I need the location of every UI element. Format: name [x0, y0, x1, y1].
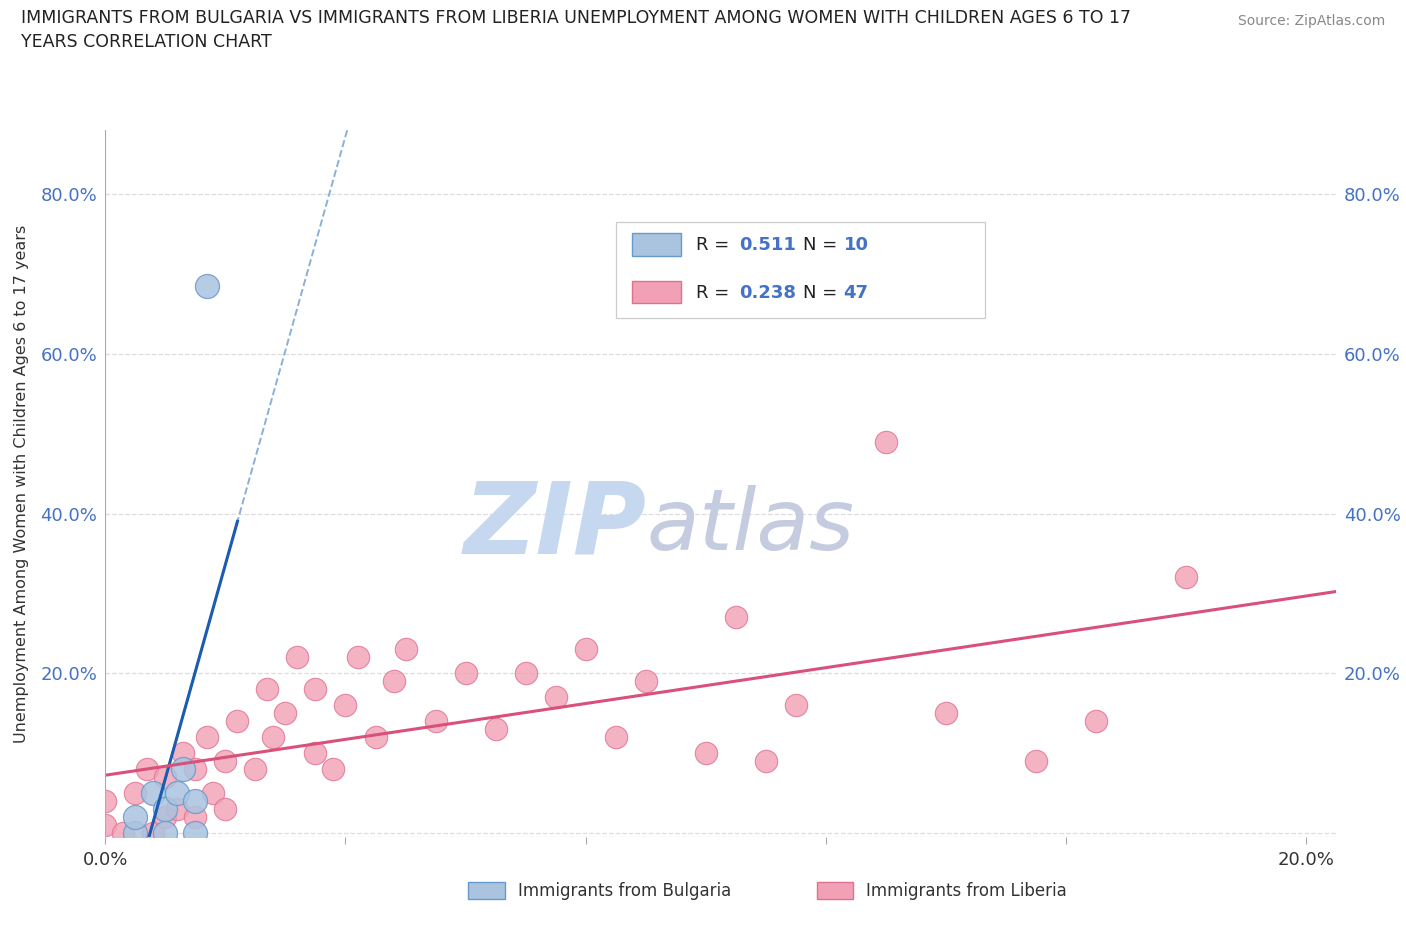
- Text: YEARS CORRELATION CHART: YEARS CORRELATION CHART: [21, 33, 271, 50]
- Point: [346, 650, 368, 665]
- Point: [256, 682, 278, 697]
- Point: [112, 826, 135, 841]
- Point: [605, 730, 627, 745]
- Point: [155, 826, 177, 841]
- Point: [172, 746, 194, 761]
- FancyBboxPatch shape: [468, 883, 505, 899]
- Point: [634, 674, 657, 689]
- Point: [304, 682, 326, 697]
- Point: [124, 810, 146, 825]
- FancyBboxPatch shape: [817, 883, 853, 899]
- Point: [724, 610, 747, 625]
- Text: R =: R =: [696, 235, 735, 254]
- FancyBboxPatch shape: [633, 281, 682, 303]
- Point: [214, 753, 236, 768]
- Point: [142, 786, 165, 801]
- Text: N =: N =: [803, 235, 844, 254]
- Point: [166, 802, 188, 817]
- Point: [1174, 570, 1197, 585]
- Point: [202, 786, 225, 801]
- Point: [364, 730, 387, 745]
- FancyBboxPatch shape: [616, 222, 986, 317]
- Text: 0.238: 0.238: [740, 284, 796, 301]
- Point: [94, 793, 117, 808]
- Point: [166, 786, 188, 801]
- Point: [394, 642, 416, 657]
- FancyBboxPatch shape: [633, 233, 682, 256]
- Text: atlas: atlas: [647, 485, 855, 567]
- Point: [1084, 713, 1107, 728]
- Text: N =: N =: [803, 284, 844, 301]
- Point: [454, 666, 477, 681]
- Point: [245, 762, 267, 777]
- Point: [287, 650, 309, 665]
- Point: [1025, 753, 1047, 768]
- Point: [136, 762, 159, 777]
- Point: [263, 730, 285, 745]
- Point: [197, 278, 219, 293]
- Point: [695, 746, 717, 761]
- Point: [226, 713, 249, 728]
- Point: [214, 802, 236, 817]
- Point: [124, 826, 146, 841]
- Text: 10: 10: [844, 235, 869, 254]
- Text: Source: ZipAtlas.com: Source: ZipAtlas.com: [1237, 14, 1385, 28]
- Point: [197, 730, 219, 745]
- Point: [574, 642, 596, 657]
- Text: Immigrants from Liberia: Immigrants from Liberia: [866, 882, 1067, 899]
- Point: [425, 713, 447, 728]
- Point: [184, 762, 207, 777]
- Point: [544, 690, 567, 705]
- Point: [515, 666, 537, 681]
- Point: [142, 826, 165, 841]
- Point: [184, 793, 207, 808]
- Point: [172, 762, 194, 777]
- Point: [155, 802, 177, 817]
- Point: [484, 722, 506, 737]
- Y-axis label: Unemployment Among Women with Children Ages 6 to 17 years: Unemployment Among Women with Children A…: [14, 224, 30, 743]
- Point: [184, 826, 207, 841]
- Point: [322, 762, 344, 777]
- Point: [875, 434, 897, 449]
- Text: ZIP: ZIP: [464, 477, 647, 575]
- Point: [304, 746, 326, 761]
- Point: [335, 698, 357, 712]
- Point: [124, 786, 146, 801]
- Point: [94, 817, 117, 832]
- Point: [935, 706, 957, 721]
- Point: [155, 810, 177, 825]
- Text: Immigrants from Bulgaria: Immigrants from Bulgaria: [517, 882, 731, 899]
- Point: [155, 770, 177, 785]
- Text: 47: 47: [844, 284, 869, 301]
- Point: [755, 753, 778, 768]
- Text: IMMIGRANTS FROM BULGARIA VS IMMIGRANTS FROM LIBERIA UNEMPLOYMENT AMONG WOMEN WIT: IMMIGRANTS FROM BULGARIA VS IMMIGRANTS F…: [21, 9, 1130, 27]
- Point: [274, 706, 297, 721]
- Point: [184, 810, 207, 825]
- Text: R =: R =: [696, 284, 735, 301]
- Text: 0.511: 0.511: [740, 235, 796, 254]
- Point: [382, 674, 405, 689]
- Point: [785, 698, 807, 712]
